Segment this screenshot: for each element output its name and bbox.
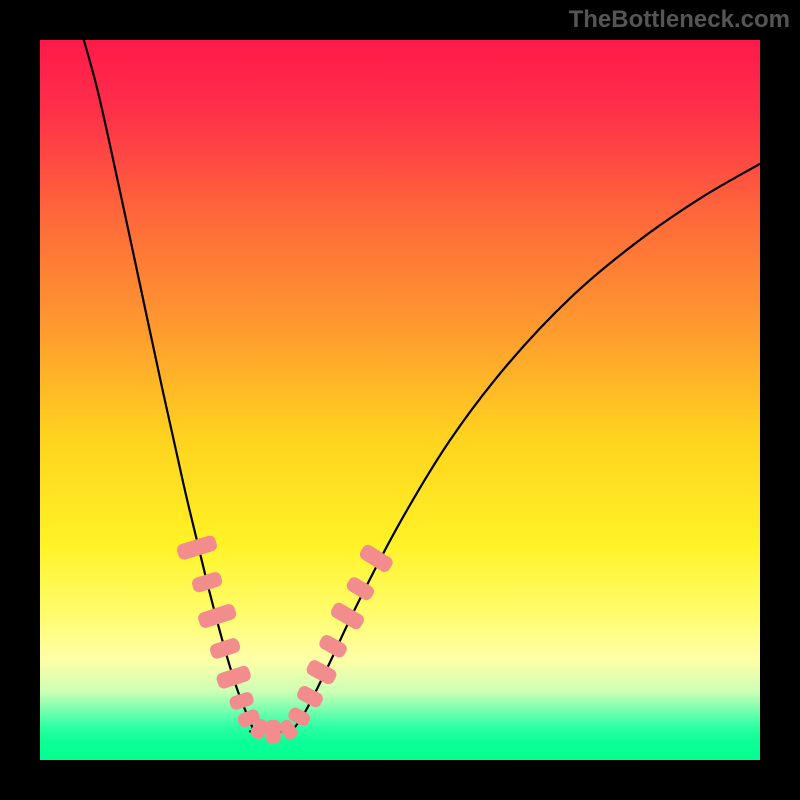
dash-segment xyxy=(358,543,395,575)
dash-segment xyxy=(228,691,255,712)
chart-frame: TheBottleneck.com xyxy=(0,0,800,800)
plot-area xyxy=(40,40,760,760)
dash-segment xyxy=(191,571,224,594)
dash-segment xyxy=(266,720,281,744)
curve-line xyxy=(80,40,760,733)
v-curve-chart xyxy=(40,40,760,760)
watermark-text: TheBottleneck.com xyxy=(569,6,790,34)
dash-segment xyxy=(215,664,252,690)
dash-segment xyxy=(197,603,238,630)
dash-segment xyxy=(295,684,325,709)
dash-segment xyxy=(208,637,241,661)
dash-overlay xyxy=(175,534,394,744)
